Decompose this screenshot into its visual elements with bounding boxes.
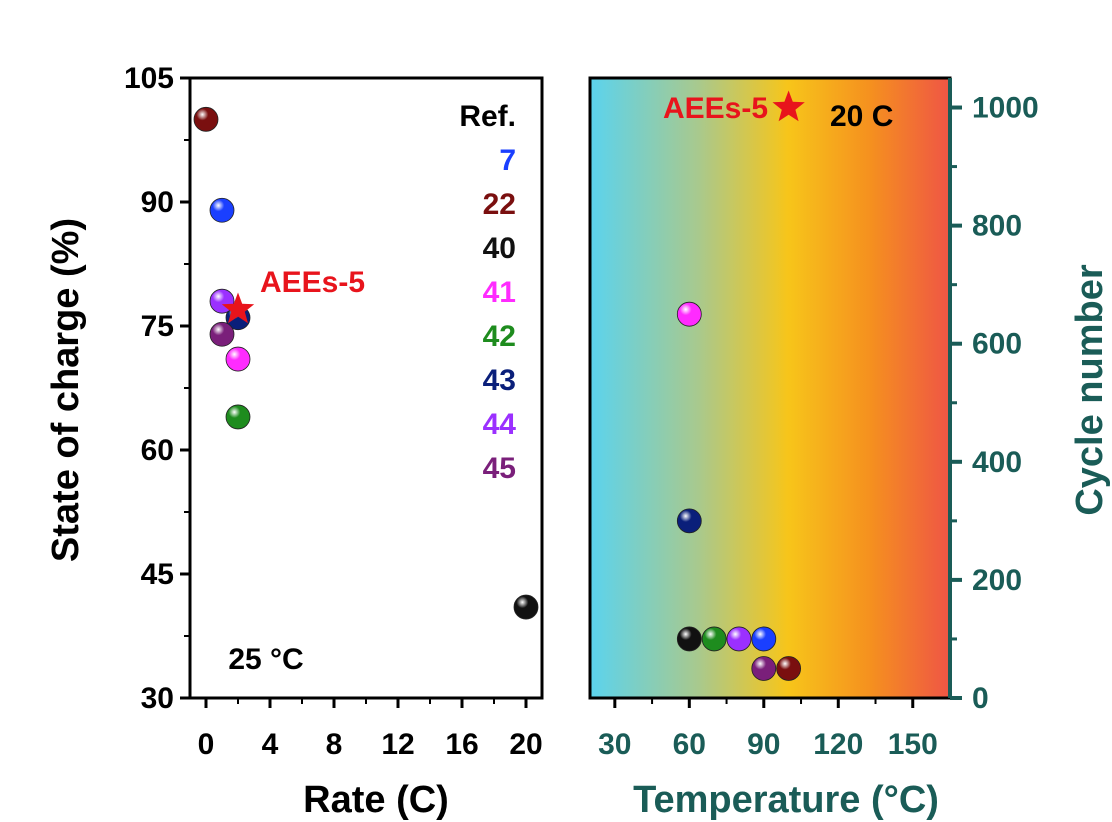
x-tick-label: 0 — [198, 728, 215, 761]
right-chart: 0 200 400 600 800 1000 30 60 90 120 150 Temperatur… — [588, 76, 1111, 821]
x-tick-label: 8 — [326, 728, 343, 761]
right-highlight-annotation: 20 C — [830, 100, 893, 133]
sphere-marker — [209, 197, 235, 223]
ref-45-temperature-point — [751, 656, 777, 681]
y-tick-label: 75 — [141, 310, 174, 343]
ref-42-temperature-point — [701, 626, 727, 652]
right-x-tick-label: 60 — [673, 728, 706, 761]
y-tick-label: 105 — [124, 62, 174, 95]
right-y-tick-label: 1000 — [972, 92, 1039, 125]
sphere-marker — [676, 301, 702, 327]
right-y-tick-label: 400 — [972, 446, 1022, 479]
legend-entry-ref-22: 22 — [483, 188, 516, 221]
right-ticks: 0 200 400 600 800 1000 30 60 90 120 150 — [598, 92, 1039, 761]
legend-entry-ref-44: 44 — [483, 408, 517, 441]
aees-5-temperature-star — [772, 90, 805, 122]
condition-label: 25 °C — [228, 643, 303, 676]
x-tick-label: 20 — [509, 728, 542, 761]
ref-45-point — [209, 321, 235, 347]
right-x-axis-title: Temperature (°C) — [633, 779, 939, 821]
ref-43-temperature-point — [676, 508, 702, 534]
ref-40-temperature-point — [676, 626, 702, 652]
legend-entry-ref-43: 43 — [483, 364, 516, 397]
sphere-marker — [193, 106, 219, 132]
right-x-tick-label: 120 — [813, 728, 863, 761]
y-tick-label: 60 — [141, 434, 174, 467]
right-y-tick-label: 200 — [972, 564, 1022, 597]
ref-42-point — [225, 404, 251, 430]
temperature-gradient-background — [590, 78, 950, 698]
x-tick-label: 16 — [445, 728, 478, 761]
right-y-axis-title: Cycle number — [1069, 264, 1111, 516]
ref-7-temperature-point — [751, 626, 777, 652]
aees-5-star — [221, 292, 255, 324]
legend-entry-ref-7: 7 — [499, 144, 516, 177]
legend-title: Ref. — [459, 100, 516, 133]
sphere-marker — [726, 626, 752, 652]
ref-41-temperature-point — [676, 301, 702, 327]
legend-entry-ref-42: 42 — [483, 320, 516, 353]
ref-7-point — [209, 197, 235, 223]
left-x-axis-title: Rate (C) — [303, 779, 449, 821]
left-points — [193, 106, 539, 620]
sphere-marker — [676, 508, 702, 534]
ref-22-point — [193, 106, 219, 132]
right-y-tick-label: 800 — [972, 210, 1022, 243]
left-y-axis-title: State of charge (%) — [45, 218, 87, 562]
ref-41-point — [225, 346, 251, 372]
sphere-marker — [751, 656, 777, 681]
right-x-tick-label: 150 — [888, 728, 938, 761]
ref-22-temperature-point — [776, 656, 802, 681]
y-tick-label: 90 — [141, 186, 174, 219]
legend-entry-ref-41: 41 — [483, 276, 516, 309]
right-y-tick-label: 0 — [972, 682, 989, 715]
right-highlight-label: AEEs-5 — [663, 92, 768, 125]
right-points — [676, 90, 805, 681]
sphere-marker — [676, 626, 702, 652]
sphere-marker — [701, 626, 727, 652]
left-ticks: 30 45 60 75 90 105 0 4 8 12 16 20 — [124, 62, 543, 761]
sphere-marker — [225, 346, 251, 372]
ref-40-point — [513, 594, 539, 620]
y-tick-label: 30 — [141, 682, 174, 715]
sphere-marker — [209, 321, 235, 347]
x-tick-label: 12 — [381, 728, 414, 761]
right-x-tick-label: 30 — [598, 728, 631, 761]
sphere-marker — [751, 626, 777, 652]
left-chart: 30 45 60 75 90 105 0 4 8 12 16 20 Rate (C) State of… — [45, 62, 544, 821]
legend-entry-ref-40: 40 — [483, 232, 516, 265]
sphere-marker — [513, 594, 539, 620]
legend-entry-ref-45: 45 — [483, 452, 516, 485]
x-tick-label: 4 — [262, 728, 279, 761]
sphere-marker — [776, 656, 802, 681]
legend: 7 22 40 41 42 43 44 45 — [483, 144, 517, 485]
ref-44-temperature-point — [726, 626, 752, 652]
left-highlight-label: AEEs-5 — [260, 266, 365, 299]
right-x-tick-label: 90 — [747, 728, 780, 761]
right-y-tick-label: 600 — [972, 328, 1022, 361]
sphere-marker — [225, 404, 251, 430]
y-tick-label: 45 — [141, 558, 174, 591]
